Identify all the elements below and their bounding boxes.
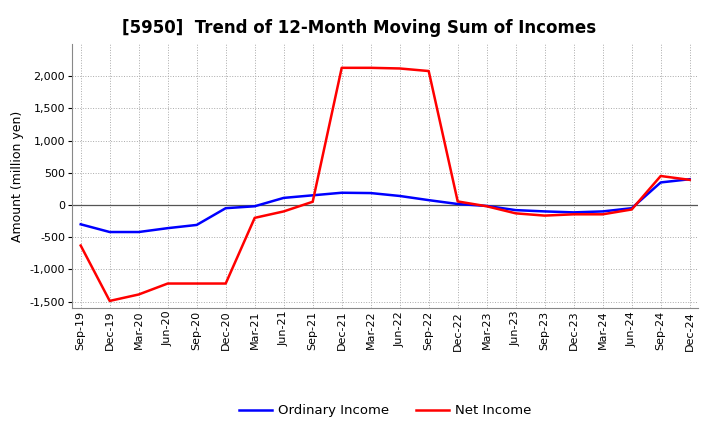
Net Income: [76, 243, 85, 248]
Net Income: [685, 177, 694, 183]
Net Income: [598, 212, 607, 217]
Net Income: [163, 281, 172, 286]
Net Income: [135, 292, 143, 297]
Net Income: [482, 204, 491, 209]
Text: [5950]  Trend of 12-Month Moving Sum of Incomes: [5950] Trend of 12-Month Moving Sum of I…: [122, 19, 596, 37]
Ordinary Income: [251, 204, 259, 209]
Line: Ordinary Income: Ordinary Income: [81, 179, 690, 232]
Y-axis label: Amount (million yen): Amount (million yen): [11, 110, 24, 242]
Ordinary Income: [482, 203, 491, 209]
Net Income: [511, 211, 520, 216]
Ordinary Income: [76, 222, 85, 227]
Ordinary Income: [366, 191, 375, 196]
Ordinary Income: [192, 222, 201, 227]
Ordinary Income: [685, 176, 694, 182]
Ordinary Income: [541, 209, 549, 214]
Ordinary Income: [395, 193, 404, 198]
Ordinary Income: [454, 202, 462, 207]
Ordinary Income: [570, 210, 578, 215]
Net Income: [308, 199, 317, 205]
Net Income: [105, 298, 114, 304]
Ordinary Income: [424, 198, 433, 203]
Net Income: [657, 173, 665, 179]
Net Income: [454, 199, 462, 204]
Ordinary Income: [163, 226, 172, 231]
Line: Net Income: Net Income: [81, 68, 690, 301]
Net Income: [424, 68, 433, 73]
Ordinary Income: [221, 205, 230, 211]
Ordinary Income: [308, 193, 317, 198]
Net Income: [279, 209, 288, 214]
Legend: Ordinary Income, Net Income: Ordinary Income, Net Income: [233, 399, 537, 423]
Ordinary Income: [279, 195, 288, 201]
Net Income: [251, 215, 259, 220]
Net Income: [570, 212, 578, 217]
Ordinary Income: [105, 229, 114, 235]
Net Income: [627, 207, 636, 212]
Net Income: [338, 65, 346, 70]
Ordinary Income: [338, 190, 346, 195]
Net Income: [395, 66, 404, 71]
Net Income: [221, 281, 230, 286]
Ordinary Income: [627, 205, 636, 211]
Ordinary Income: [511, 208, 520, 213]
Net Income: [541, 213, 549, 218]
Ordinary Income: [135, 229, 143, 235]
Ordinary Income: [598, 209, 607, 214]
Net Income: [366, 65, 375, 70]
Net Income: [192, 281, 201, 286]
Ordinary Income: [657, 180, 665, 185]
